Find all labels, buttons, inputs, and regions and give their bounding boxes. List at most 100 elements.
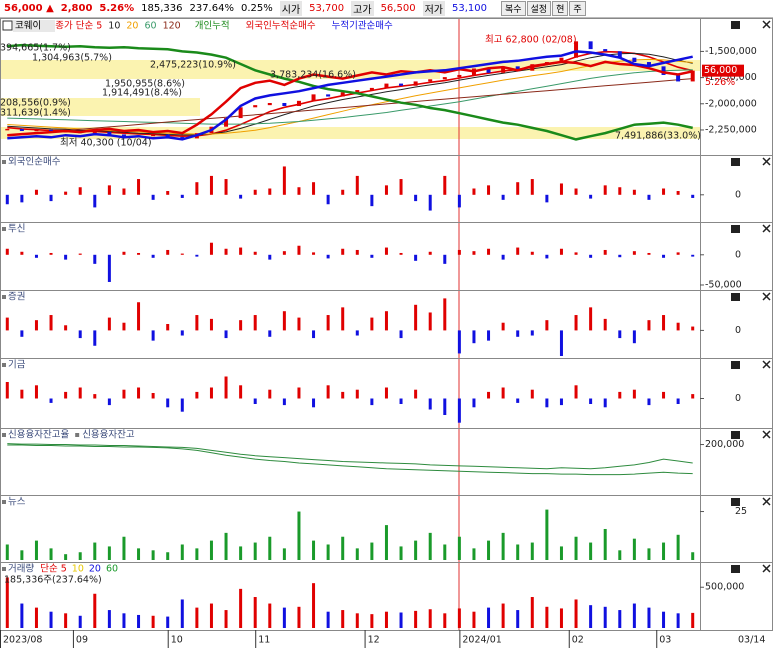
bar <box>107 610 111 628</box>
button[interactable]: 주 <box>569 1 586 16</box>
bar <box>487 391 491 399</box>
bar <box>632 538 636 560</box>
bar <box>662 188 666 195</box>
candle <box>617 51 622 58</box>
bar <box>516 182 520 195</box>
bar <box>78 330 82 339</box>
price-tag: 56,000 <box>704 65 737 76</box>
bar <box>166 249 170 255</box>
bar <box>370 254 374 258</box>
bar <box>34 540 38 560</box>
bar <box>457 194 461 208</box>
bar <box>166 552 170 560</box>
candle <box>224 118 229 127</box>
bar <box>64 391 68 399</box>
candle <box>19 128 24 132</box>
y-tick-label: 25 <box>735 506 747 517</box>
bar <box>64 254 68 260</box>
legend-label: 60 <box>144 21 156 32</box>
bar <box>603 185 607 195</box>
y-tick-label: -2,250,000 <box>705 124 757 135</box>
bar <box>355 175 359 195</box>
bar <box>603 398 607 408</box>
high-label: 고가 <box>351 1 374 16</box>
candle <box>559 57 564 63</box>
panel-title: 단순 5 <box>40 564 67 575</box>
button[interactable]: 설정 <box>526 1 552 16</box>
bar <box>209 318 213 331</box>
panel-title: 신용융자잔고 <box>82 430 135 441</box>
bar <box>166 324 170 331</box>
bar <box>341 248 345 255</box>
bar <box>487 185 491 195</box>
y-tick-label: -50,000 <box>705 279 742 290</box>
candle <box>457 74 462 78</box>
bar <box>574 252 578 255</box>
bar <box>457 398 461 423</box>
candle <box>632 57 637 63</box>
candle <box>442 77 447 80</box>
bar <box>253 542 257 560</box>
annotation: 최고 62,800 (02/08) <box>485 35 577 46</box>
bar <box>166 398 170 408</box>
bar <box>472 398 476 408</box>
bar <box>151 330 155 341</box>
investor-line <box>7 43 693 141</box>
bar <box>384 387 388 399</box>
bar <box>574 385 578 399</box>
bar <box>268 389 272 399</box>
bar <box>530 251 534 255</box>
high: 56,500 <box>380 3 416 14</box>
y-tick-label: -1,750,000 <box>705 72 757 83</box>
bar <box>399 179 403 195</box>
investor-line <box>7 60 693 137</box>
bar <box>384 185 388 195</box>
bar <box>268 536 272 560</box>
y-tick-label: 0 <box>735 393 741 404</box>
bar <box>589 194 593 199</box>
bar <box>93 542 97 560</box>
candle <box>515 66 520 71</box>
close-icon <box>762 360 771 369</box>
bar <box>122 536 126 560</box>
bar <box>501 387 505 399</box>
bar <box>487 248 491 255</box>
annotation: 최저 40,300 (10/04) <box>60 138 152 149</box>
bar <box>559 183 563 195</box>
bar <box>545 509 549 560</box>
bar <box>647 548 651 560</box>
panel-title: 60 <box>106 564 118 575</box>
bar <box>399 330 403 339</box>
bar <box>239 546 243 560</box>
bar <box>559 330 563 356</box>
bar <box>559 608 563 628</box>
x-tick-label: 02 <box>572 635 584 646</box>
bar <box>78 552 82 560</box>
bar <box>516 610 520 628</box>
bar <box>384 525 388 560</box>
bar <box>647 607 651 628</box>
button[interactable]: 복수 <box>500 1 526 16</box>
bar <box>312 583 316 628</box>
bar <box>20 330 24 337</box>
bar <box>618 610 622 628</box>
bar <box>501 322 505 331</box>
bar <box>676 398 680 404</box>
bar <box>5 577 9 628</box>
bar <box>457 536 461 560</box>
credit-line <box>7 443 693 470</box>
bar <box>516 247 520 255</box>
bar <box>209 387 213 399</box>
bar <box>414 304 418 331</box>
bar <box>180 194 184 198</box>
button[interactable]: 현 <box>552 1 569 16</box>
bar <box>137 252 141 255</box>
bar <box>151 194 155 200</box>
panel-icon <box>731 21 740 29</box>
bar <box>224 330 228 339</box>
y-tick-label: -2,000,000 <box>705 98 757 109</box>
x-end-label: 03/14 <box>738 635 765 646</box>
bar <box>589 398 593 404</box>
bar <box>530 179 534 195</box>
bar <box>34 320 38 331</box>
